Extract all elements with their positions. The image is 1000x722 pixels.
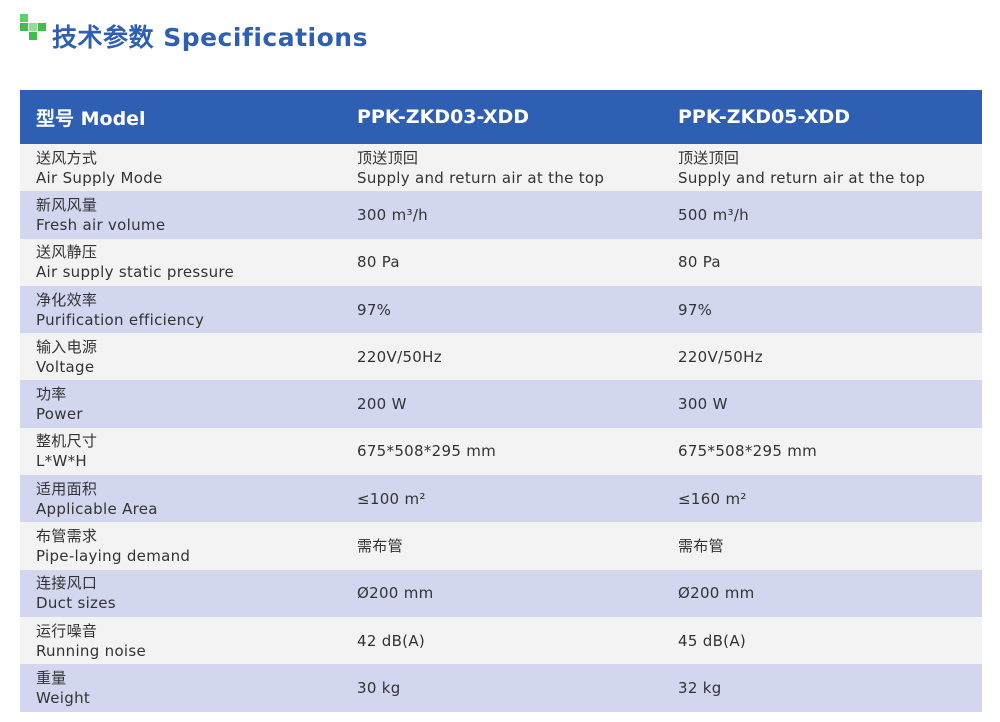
spec-value-1: 200 W [341, 380, 662, 428]
spec-table: 型号 Model PPK-ZKD03-XDD PPK-ZKD05-XDD 送风方… [20, 90, 982, 712]
table-row: 重量 Weight 30 kg 32 kg [20, 664, 982, 712]
spec-value-1: 675*508*295 mm [341, 427, 662, 476]
spec-value-1: 需布管 [341, 522, 662, 570]
spec-label: 新风风量 Fresh air volume [20, 191, 341, 239]
spec-label-en: Pipe-laying demand [36, 547, 191, 566]
spec-value-2: 500 m³/h [662, 191, 982, 239]
spec-value-1: 300 m³/h [341, 191, 662, 239]
spec-label-en: Power [36, 405, 83, 424]
spec-label-zh: 新风风量 [36, 195, 98, 214]
table-row: 连接风口 Duct sizes Ø200 mm Ø200 mm [20, 569, 982, 617]
spec-label-en: Voltage [36, 357, 95, 376]
spec-value-1: 顶送顶回 Supply and return air at the top [341, 144, 662, 192]
spec-label: 适用面积 Applicable Area [20, 475, 341, 523]
spec-label-zh: 整机尺寸 [36, 432, 98, 451]
spec-label-en: Applicable Area [36, 499, 158, 518]
spec-value-1: 80 Pa [341, 238, 662, 286]
spec-value-1: 220V/50Hz [341, 333, 662, 381]
spec-value-2: ≤160 m² [662, 475, 982, 523]
spec-label: 布管需求 Pipe-laying demand [20, 522, 341, 570]
spec-label: 连接风口 Duct sizes [20, 569, 341, 617]
spec-value-2: Ø200 mm [662, 569, 982, 617]
spec-value-2: 顶送顶回 Supply and return air at the top [662, 144, 982, 192]
header-model: 型号 Model [20, 90, 341, 144]
spec-value-2: 32 kg [662, 664, 982, 712]
spec-value-1: 97% [341, 285, 662, 334]
table-row: 送风静压 Air supply static pressure 80 Pa 80 … [20, 238, 982, 286]
spec-label: 净化效率 Purification efficiency [20, 285, 341, 334]
page-title: 技术参数 Specifications [52, 23, 368, 52]
spec-value-1: 42 dB(A) [341, 616, 662, 665]
spec-label-en: Fresh air volume [36, 215, 166, 234]
spec-value-1: Ø200 mm [341, 569, 662, 617]
spec-value-2: 220V/50Hz [662, 333, 982, 381]
spec-label: 送风静压 Air supply static pressure [20, 238, 341, 286]
spec-label-zh: 净化效率 [36, 290, 98, 309]
spec-label-zh: 输入电源 [36, 337, 98, 356]
table-row: 布管需求 Pipe-laying demand 需布管 需布管 [20, 522, 982, 570]
table-row: 功率 Power 200 W 300 W [20, 380, 982, 428]
table-row: 整机尺寸 L*W*H 675*508*295 mm 675*508*295 mm [20, 427, 982, 476]
spec-label: 运行噪音 Running noise [20, 616, 341, 665]
spec-label: 整机尺寸 L*W*H [20, 427, 341, 476]
table-row: 净化效率 Purification efficiency 97% 97% [20, 285, 982, 334]
spec-label-zh: 适用面积 [36, 479, 98, 498]
spec-label-en: Purification efficiency [36, 310, 205, 329]
spec-label-zh: 送风静压 [36, 243, 98, 262]
spec-label-en: Air Supply Mode [36, 168, 163, 187]
spec-label: 送风方式 Air Supply Mode [20, 144, 341, 192]
table-row: 运行噪音 Running noise 42 dB(A) 45 dB(A) [20, 616, 982, 665]
spec-label-zh: 送风方式 [36, 148, 98, 167]
spec-label: 重量 Weight [20, 664, 341, 712]
spec-label-zh: 连接风口 [36, 574, 98, 593]
spec-value-2: 97% [662, 285, 982, 334]
spec-value-2: 80 Pa [662, 238, 982, 286]
logo-icon [18, 12, 50, 44]
spec-label: 输入电源 Voltage [20, 333, 341, 381]
spec-value-2: 需布管 [662, 522, 982, 570]
spec-value-1: ≤100 m² [341, 475, 662, 523]
spec-label-zh: 功率 [36, 385, 67, 404]
spec-label-zh: 重量 [36, 668, 67, 687]
spec-label-en: Duct sizes [36, 594, 116, 613]
spec-label-zh: 运行噪音 [36, 621, 98, 640]
table-row: 新风风量 Fresh air volume 300 m³/h 500 m³/h [20, 191, 982, 239]
spec-label-en: Weight [36, 688, 91, 707]
spec-label-en: Air supply static pressure [36, 263, 235, 282]
spec-label-zh: 布管需求 [36, 527, 98, 546]
spec-label-en: L*W*H [36, 452, 87, 471]
spec-value-2: 300 W [662, 380, 982, 428]
table-row: 适用面积 Applicable Area ≤100 m² ≤160 m² [20, 475, 982, 523]
spec-label-en: Running noise [36, 641, 147, 660]
spec-value-1: 30 kg [341, 664, 662, 712]
header-model-2: PPK-ZKD05-XDD [662, 90, 982, 144]
table-row: 送风方式 Air Supply Mode 顶送顶回 Supply and retu… [20, 144, 982, 192]
table-header: 型号 Model PPK-ZKD03-XDD PPK-ZKD05-XDD [20, 90, 982, 144]
spec-label: 功率 Power [20, 380, 341, 428]
header-model-1: PPK-ZKD03-XDD [341, 90, 662, 144]
spec-value-2: 675*508*295 mm [662, 427, 982, 476]
spec-value-2: 45 dB(A) [662, 616, 982, 665]
table-row: 输入电源 Voltage 220V/50Hz 220V/50Hz [20, 333, 982, 381]
